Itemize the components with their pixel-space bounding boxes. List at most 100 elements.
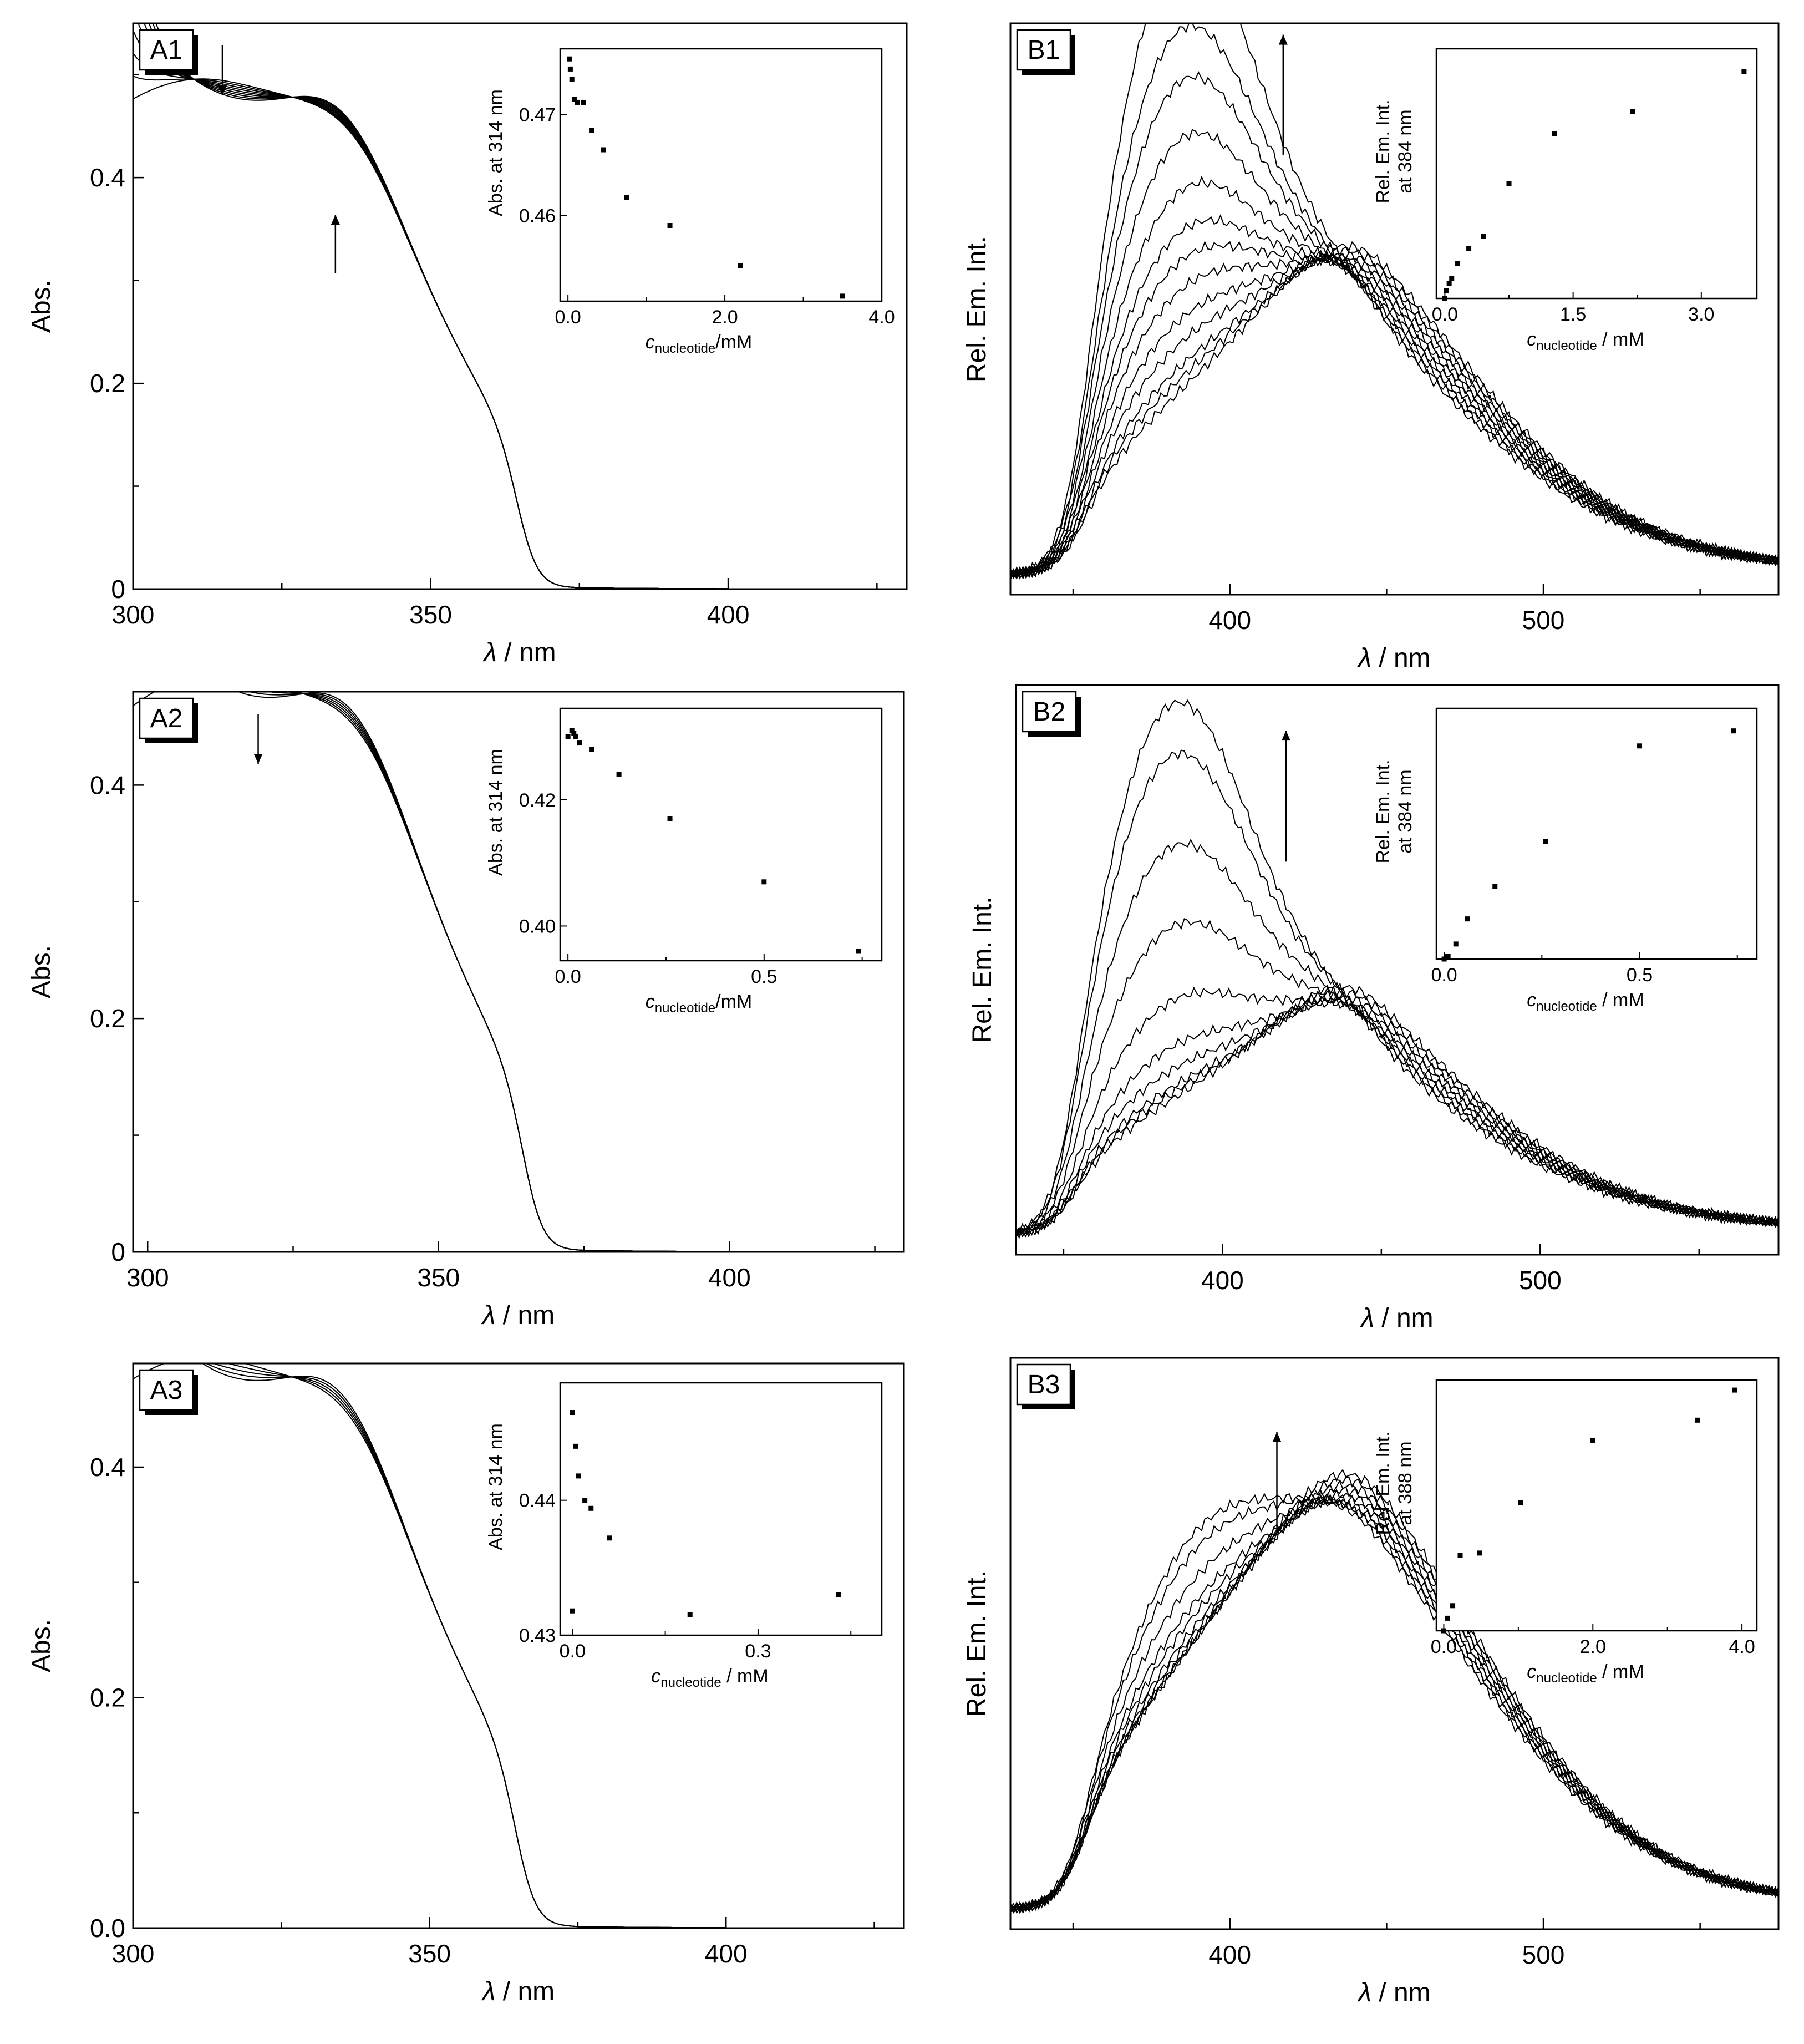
plot-frame — [1009, 22, 1780, 596]
inset-x-tick-label: 4.0 — [1729, 1636, 1755, 1657]
x-tick-label: 300 — [126, 1263, 169, 1292]
inset-data-point — [1445, 953, 1451, 959]
plot-frame — [1009, 1357, 1780, 1930]
inset-data-point — [856, 949, 861, 954]
x-tick-label: 350 — [408, 1939, 451, 1968]
inset-y-axis-label: Abs. at 314 nm — [485, 749, 506, 876]
inset: 0.0 2.0 4.0 0.46 0.47 cnucleotide/mM Abs. at 3… — [485, 48, 895, 356]
spectrum-curve — [236, 692, 730, 1252]
inset-y-axis-label-2: at 384 nm — [1395, 769, 1416, 853]
inset-data-point — [1450, 1603, 1456, 1609]
inset-data-point — [1445, 1615, 1450, 1621]
x-axis-label: λ / nm — [1359, 1304, 1433, 1333]
inset-y-tick-label: 0.43 — [519, 1625, 556, 1646]
inset-data-point — [1732, 1387, 1737, 1393]
inset-data-point — [1444, 288, 1449, 293]
inset-data-point — [573, 1443, 578, 1449]
inset-data-point — [1731, 728, 1736, 734]
inset-data-point — [1466, 246, 1472, 251]
inset-data-point — [567, 66, 573, 72]
inset-data-point — [601, 147, 606, 153]
panel-B3: 400 500 λ / nm Rel. Em. Int. B3 0.0 2.0 4.0 cnuc… — [962, 1357, 1780, 2007]
x-axis-label: λ / nm — [1356, 1978, 1430, 2007]
trend-arrow-head — [1278, 34, 1288, 45]
inset-frame — [1435, 707, 1758, 960]
plot-frame — [132, 1362, 905, 1929]
x-tick-label: 500 — [1522, 1940, 1565, 1969]
panel-label: B3 — [1016, 1363, 1075, 1409]
panel-label-text: B1 — [1028, 35, 1060, 65]
panel-label: A3 — [139, 1369, 198, 1415]
inset-data-point — [571, 97, 577, 102]
inset-x-tick-label: 2.0 — [712, 307, 738, 328]
inset-x-tick-label: 0.3 — [745, 1641, 771, 1662]
trend-arrow-head — [1281, 731, 1290, 741]
inset-data-point — [1477, 1550, 1482, 1556]
inset-frame — [1435, 1379, 1758, 1632]
spectra-group — [133, 23, 729, 589]
inset-data-point — [569, 77, 575, 82]
inset-data-point — [1637, 743, 1643, 749]
inset-data-point — [575, 99, 580, 105]
inset-y-axis-label: Rel. Em. Int. — [1373, 99, 1394, 203]
inset-frame — [559, 707, 883, 962]
spectra-group — [1010, 1469, 1778, 1914]
inset-y-axis-label-2: at 388 nm — [1395, 1441, 1416, 1525]
x-tick-label: 500 — [1519, 1266, 1562, 1295]
inset-y-axis-label-2: at 384 nm — [1395, 109, 1416, 193]
inset-x-axis-label: cnucleotide / mM — [1527, 990, 1644, 1014]
spectra-group — [133, 1363, 726, 1928]
panel-label-text: A1 — [150, 35, 183, 65]
panel-label: B1 — [1016, 29, 1075, 75]
spectrum-curve — [1010, 253, 1778, 580]
y-tick-label: 0.2 — [90, 369, 125, 398]
inset-x-tick-label: 1.5 — [1560, 304, 1586, 325]
inset-data-point — [1630, 109, 1636, 114]
x-tick-label: 350 — [417, 1263, 460, 1292]
inset-x-axis-label: cnucleotide / mM — [651, 1666, 768, 1690]
spectrum-curve — [1010, 1494, 1778, 1913]
inset-y-axis-label: Abs. at 314 nm — [485, 1423, 506, 1550]
inset-y-tick-label: 0.42 — [519, 790, 556, 811]
inset-x-tick-label: 0.0 — [555, 966, 581, 987]
trend-arrow-head — [1272, 1432, 1282, 1442]
inset-data-point — [1590, 1437, 1595, 1443]
inset-x-tick-label: 2.0 — [1580, 1636, 1606, 1657]
trend-arrow-head — [253, 754, 263, 764]
inset-data-point — [1543, 839, 1548, 844]
inset-data-point — [570, 1608, 575, 1614]
plot-frame — [132, 22, 908, 590]
inset: 0.0 2.0 4.0 cnucleotide / mM Rel. Em. Int. at… — [1373, 1379, 1758, 1686]
inset-x-axis-label: cnucleotide/mM — [646, 991, 753, 1016]
x-tick-label: 350 — [409, 600, 452, 629]
inset-y-axis-label: Rel. Em. Int. — [1373, 1431, 1394, 1535]
inset-data-point — [565, 734, 571, 739]
inset-x-axis-label: cnucleotide/mM — [646, 332, 753, 356]
inset-y-tick-label: 0.47 — [519, 104, 556, 125]
inset-data-point — [1741, 69, 1747, 74]
inset-data-point — [687, 1612, 693, 1618]
inset-data-point — [1441, 1628, 1446, 1634]
inset-x-tick-label: 4.0 — [868, 307, 895, 328]
panel-label: A1 — [139, 29, 198, 75]
spectrum-curve — [1010, 252, 1778, 580]
inset-data-point — [1457, 1553, 1463, 1558]
spectrum-curve — [1016, 988, 1778, 1239]
inset-data-point — [624, 195, 629, 200]
inset-x-tick-label: 0.0 — [555, 307, 581, 328]
spectrum-curve — [1010, 1488, 1778, 1914]
y-axis-label: Rel. Em. Int. — [968, 896, 997, 1043]
inset-frame — [1435, 48, 1758, 300]
x-axis-label: λ / nm — [481, 1301, 555, 1330]
x-axis-label: λ / nm — [481, 1977, 555, 2006]
inset-data-point — [573, 734, 578, 739]
y-tick-label: 0.4 — [90, 770, 125, 799]
spectrum-curve — [1010, 241, 1778, 580]
y-tick-label: 0.0 — [90, 1914, 125, 1942]
inset-data-point — [761, 879, 767, 885]
x-axis-label: λ / nm — [1356, 643, 1430, 673]
inset-y-tick-label: 0.40 — [519, 916, 556, 937]
x-tick-label: 400 — [1208, 606, 1251, 635]
inset-data-point — [616, 772, 622, 777]
inset-data-point — [607, 1535, 612, 1541]
